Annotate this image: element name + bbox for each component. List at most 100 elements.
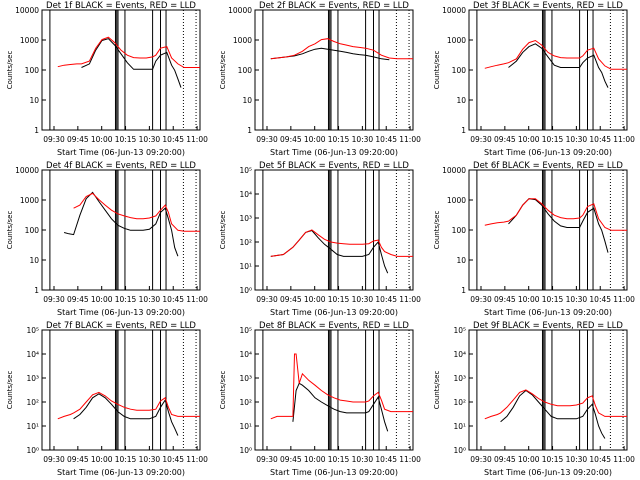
chart-title: Det 8f BLACK = Events, RED = LLD <box>259 321 409 331</box>
y-tick-label: 1 <box>34 286 39 295</box>
series-line-events <box>63 191 179 257</box>
y-axis-label: Counts/sec <box>6 211 14 250</box>
x-tick-label: 10:00 <box>91 295 113 304</box>
y-axis-label: Counts/sec <box>219 371 227 410</box>
x-tick-label: 10:45 <box>162 455 184 464</box>
x-tick-label: 10:45 <box>375 295 397 304</box>
x-tick-label: 10:30 <box>139 295 161 304</box>
x-tick-label: 10:00 <box>91 135 113 144</box>
y-axis-label: Counts/sec <box>6 51 14 90</box>
y-tick-label: 10 <box>456 96 466 105</box>
plot-frame <box>254 169 414 291</box>
x-tick-label: 10:00 <box>304 295 326 304</box>
x-tick-label: 10:30 <box>352 295 374 304</box>
y-tick-label: 10000 <box>442 166 466 175</box>
x-tick-label: 10:30 <box>566 455 588 464</box>
y-tick-label: 1000 <box>447 36 466 45</box>
y-tick-label: 10² <box>26 398 39 407</box>
x-axis-label: Start Time (06-Jun-13 09:20:00) <box>270 148 398 157</box>
x-tick-label: 09:45 <box>494 295 516 304</box>
x-tick-label: 10:15 <box>542 135 564 144</box>
chart-title: Det 2f BLACK = Events, RED = LLD <box>259 1 409 11</box>
chart-title: Det 5f BLACK = Events, RED = LLD <box>259 161 409 171</box>
y-tick-label: 100 <box>238 66 253 75</box>
x-tick-label: 09:45 <box>280 455 302 464</box>
x-tick-label: 10:15 <box>328 295 350 304</box>
series-line-events <box>73 393 179 436</box>
y-tick-label: 10000 <box>15 6 39 15</box>
y-tick-label: 10 <box>456 256 466 265</box>
x-tick-label: 10:15 <box>115 455 137 464</box>
y-tick-label: 10¹ <box>239 422 252 431</box>
x-tick-label: 10:15 <box>542 295 564 304</box>
x-tick-label: 10:00 <box>518 135 540 144</box>
x-tick-label: 10:15 <box>542 455 564 464</box>
y-axis-label: Counts/sec <box>6 371 14 410</box>
x-tick-label: 09:45 <box>67 295 89 304</box>
y-tick-label: 10¹ <box>453 422 466 431</box>
plot-frame <box>41 9 201 131</box>
x-tick-label: 09:45 <box>67 455 89 464</box>
x-tick-label: 10:45 <box>589 135 611 144</box>
x-tick-label: 10:30 <box>352 135 374 144</box>
x-axis-label: Start Time (06-Jun-13 09:20:00) <box>484 148 612 157</box>
y-tick-label: 10² <box>453 398 466 407</box>
y-tick-label: 10¹ <box>26 422 39 431</box>
x-tick-label: 10:15 <box>328 455 350 464</box>
series-line-lld <box>57 391 200 420</box>
y-tick-label: 10⁴ <box>239 350 252 359</box>
series-line-events <box>500 389 606 439</box>
series-line-lld <box>484 39 627 70</box>
y-tick-label: 10⁴ <box>239 190 252 199</box>
x-tick-label: 09:45 <box>280 295 302 304</box>
y-tick-label: 100 <box>25 66 40 75</box>
x-tick-label: 09:45 <box>494 455 516 464</box>
x-tick-label: 10:00 <box>518 295 540 304</box>
y-tick-label: 1000 <box>233 36 252 45</box>
series-line-events <box>292 382 389 432</box>
y-tick-label: 10⁰ <box>239 446 252 455</box>
x-tick-label: 09:30 <box>256 455 278 464</box>
y-tick-label: 1 <box>247 126 252 135</box>
series-line-lld <box>270 353 413 420</box>
series-line-events <box>81 38 182 88</box>
y-tick-label: 10³ <box>26 374 39 383</box>
plot-frame <box>41 169 201 291</box>
plot-frame <box>468 169 628 291</box>
y-tick-label: 10² <box>239 398 252 407</box>
y-tick-label: 10⁵ <box>239 166 252 175</box>
chart-title: Det 1f BLACK = Events, RED = LLD <box>46 1 196 11</box>
x-tick-label: 09:45 <box>494 135 516 144</box>
y-axis-label: Counts/sec <box>433 371 441 410</box>
y-tick-label: 10⁰ <box>453 446 466 455</box>
series-line-lld <box>484 389 627 420</box>
chart-title: Det 7f BLACK = Events, RED = LLD <box>46 321 196 331</box>
x-tick-label: 11:00 <box>613 135 635 144</box>
y-axis-label: Counts/sec <box>219 51 227 90</box>
x-tick-label: 09:45 <box>67 135 89 144</box>
y-tick-label: 10⁴ <box>26 350 39 359</box>
x-tick-label: 11:00 <box>186 135 208 144</box>
chart-title: Det 6f BLACK = Events, RED = LLD <box>473 161 623 171</box>
panel-det-5f: Det 5f BLACK = Events, RED = LLD Counts/s… <box>219 161 421 317</box>
y-axis-label: Counts/sec <box>433 211 441 250</box>
x-axis-label: Start Time (06-Jun-13 09:20:00) <box>484 468 612 477</box>
panel-det-7f: Det 7f BLACK = Events, RED = LLD Counts/s… <box>6 321 208 477</box>
x-tick-label: 09:30 <box>43 135 65 144</box>
y-tick-label: 10 <box>29 256 39 265</box>
x-tick-label: 10:30 <box>139 455 161 464</box>
plot-frame <box>41 329 201 451</box>
y-tick-label: 10⁰ <box>26 446 39 455</box>
x-tick-label: 10:45 <box>162 135 184 144</box>
y-tick-label: 100 <box>452 66 467 75</box>
panel-det-1f: Det 1f BLACK = Events, RED = LLD Counts/s… <box>6 1 208 157</box>
x-tick-label: 11:00 <box>186 455 208 464</box>
y-tick-label: 100 <box>452 226 467 235</box>
y-tick-label: 10³ <box>239 214 252 223</box>
x-tick-label: 10:45 <box>375 135 397 144</box>
panel-det-2f: Det 2f BLACK = Events, RED = LLD Counts/s… <box>219 1 421 157</box>
x-tick-label: 11:00 <box>399 295 421 304</box>
y-tick-label: 1 <box>461 126 466 135</box>
chart-title: Det 3f BLACK = Events, RED = LLD <box>473 1 623 11</box>
